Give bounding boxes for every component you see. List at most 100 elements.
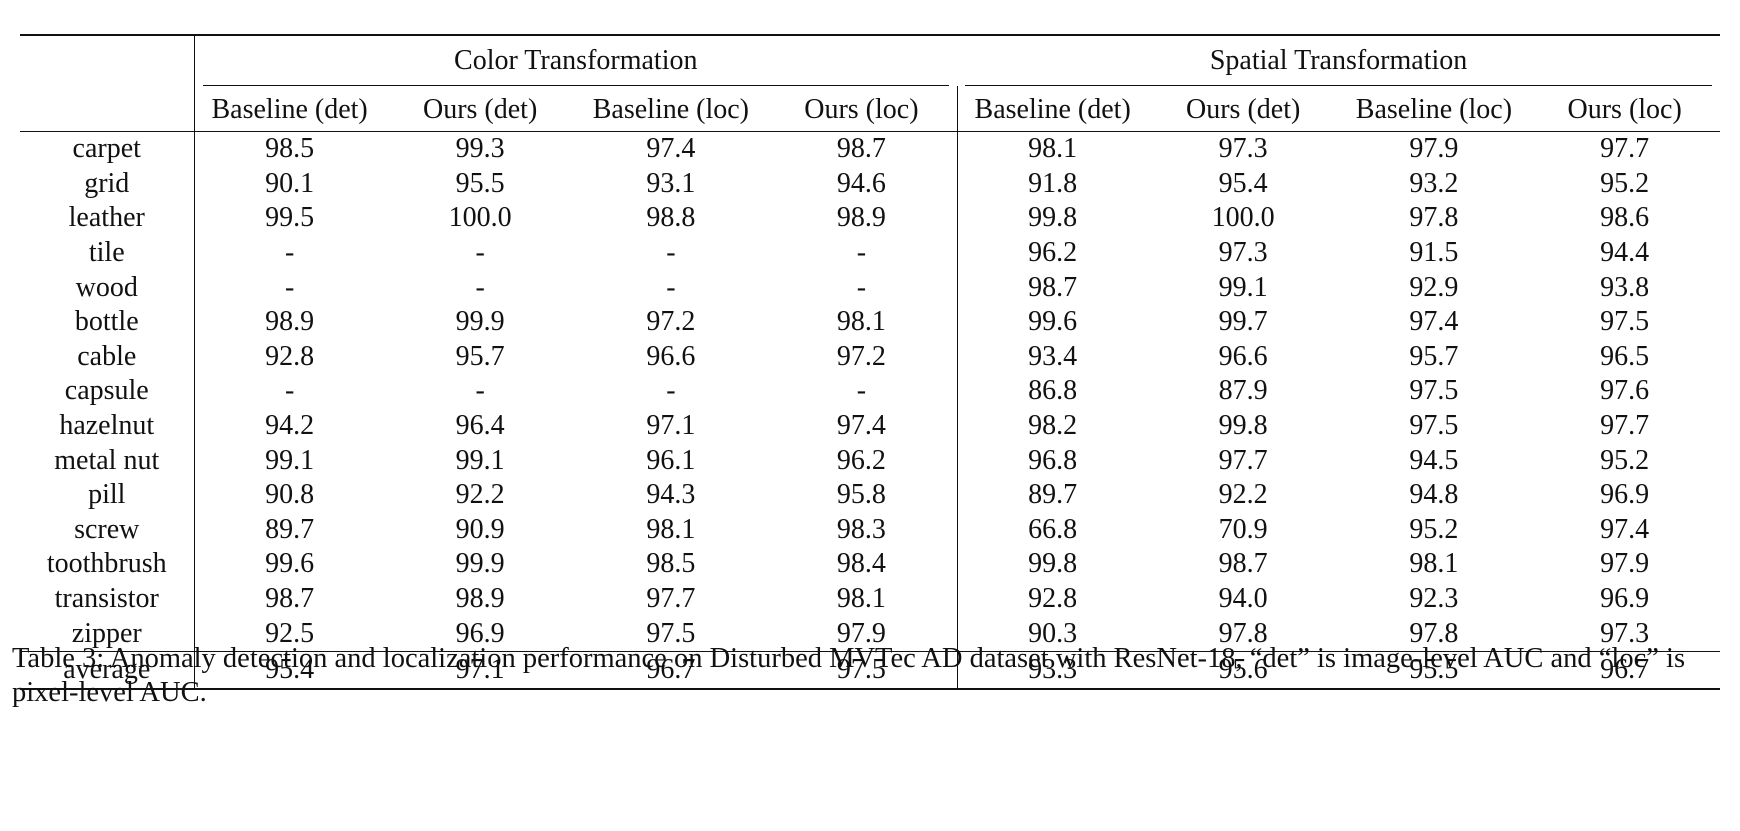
table-cell: 99.5	[193, 201, 385, 236]
table-row: metal nut 99.1 99.1 96.1 96.2 96.8 97.7 94.5 95.…	[20, 443, 1720, 478]
table-cell: 100.0	[448, 202, 512, 234]
table-body: carpet 98.5 99.3 97.4 98.7 98.1 97.3 97.9 97.7 gr…	[20, 130, 1721, 652]
row-label: screw	[74, 513, 140, 545]
table-cell: 91.8	[956, 166, 1148, 202]
table-row: cable 92.8 95.7 96.6 97.2 93.4 96.6 95.7 96.5	[20, 339, 1720, 375]
column-header: Ours (det)	[422, 93, 538, 125]
table-cell: 96.1	[646, 444, 696, 476]
table-cell: 94.5	[1409, 444, 1459, 476]
table-cell: 96.7	[1529, 650, 1721, 690]
table-footer: average 95.4 97.1 96.7 97.5 93.3 95.6 95…	[20, 650, 1721, 690]
table-cell: 97.2	[646, 306, 696, 338]
row-label: carpet	[20, 130, 194, 167]
table-row: hazelnut 94.2 96.4 97.1 97.4 98.2 99.8 97.5 97.7	[20, 408, 1720, 444]
table-cell: 97.9	[836, 617, 886, 649]
table-cell: 97.5	[1600, 306, 1650, 338]
row-label: average	[20, 650, 194, 690]
table-cell: 95.2	[1600, 167, 1650, 199]
table-cell: 100.0	[1211, 202, 1275, 234]
table-cell: 95.6	[1147, 650, 1339, 690]
table-cell: -	[666, 237, 676, 269]
table-cell: 99.7	[1218, 306, 1268, 338]
table-row: bottle 98.9 99.9 97.2 98.1 99.6 99.7 97.4 97.5	[20, 304, 1720, 340]
column-header: Ours (det)	[1186, 93, 1301, 125]
table-cell: 90.9	[455, 513, 505, 545]
corner-cell	[20, 34, 194, 86]
table-cell: 90.3	[956, 616, 1148, 652]
table-cell: 89.7	[193, 512, 385, 548]
table-cell: 92.8	[193, 339, 385, 375]
table-cell: 98.9	[193, 304, 385, 340]
average-row: average 95.4 97.1 96.7 97.5 93.3 95.6 95…	[20, 650, 1721, 690]
column-header: Baseline (det)	[193, 86, 385, 132]
table-row: capsule - - - - 86.8 87.9 97.5 97.6	[20, 374, 1720, 409]
table-cell: 94.2	[193, 408, 385, 444]
table-cell: 95.2	[1600, 444, 1650, 476]
table-cell: -	[193, 374, 385, 409]
table-header: Color Transformation Spatial Transformat…	[20, 34, 1721, 132]
table-cell: 92.5	[193, 616, 385, 652]
row-label: metal nut	[54, 444, 160, 476]
table-cell: -	[475, 375, 485, 407]
table-cell: 95.7	[1409, 340, 1459, 372]
table-cell: 97.4	[836, 410, 886, 442]
table-cell: 99.9	[455, 306, 505, 338]
group-header-spatial-label: Spatial Transformation	[1209, 45, 1468, 76]
table-cell: 95.4	[1218, 167, 1268, 199]
table-cell: -	[666, 271, 676, 303]
table-cell: 99.8	[1218, 410, 1268, 442]
column-header: Ours (loc)	[1567, 93, 1682, 125]
table-cell: -	[666, 375, 676, 407]
row-label: leather	[68, 202, 145, 234]
table-cell: 98.7	[1218, 548, 1268, 580]
table-row: pill 90.8 92.2 94.3 95.8 89.7 92.2 94.8 96.9	[20, 477, 1720, 513]
table-cell: 96.9	[455, 617, 505, 649]
group-header-row: Color Transformation Spatial Transformat…	[20, 34, 1721, 86]
table-cell: 98.5	[646, 548, 696, 580]
table-cell: 97.4	[575, 130, 767, 167]
table-cell: -	[475, 237, 485, 269]
table-cell: 89.7	[956, 477, 1148, 513]
table-cell: 97.9	[1600, 548, 1650, 580]
table-cell: -	[193, 270, 385, 305]
table-cell: 97.2	[836, 340, 886, 372]
table-cell: 97.3	[1147, 130, 1339, 167]
table-cell: 99.1	[455, 444, 505, 476]
table-cell: 99.9	[455, 548, 505, 580]
table-cell: 98.7	[193, 581, 385, 617]
table-cell: -	[856, 271, 867, 303]
row-label: capsule	[64, 375, 149, 407]
table-cell: 97.8	[1409, 202, 1459, 234]
table-cell: 98.3	[836, 513, 886, 545]
table-row: wood - - - - 98.7 99.1 92.9 93.8	[20, 270, 1720, 305]
table-cell: 99.6	[193, 547, 385, 582]
row-label: pill	[88, 479, 126, 511]
table-cell: 95.4	[193, 650, 385, 690]
column-header: Ours (loc)	[804, 93, 919, 125]
table-cell: 99.8	[956, 547, 1148, 582]
table-cell: 96.9	[1600, 479, 1650, 511]
table-cell: 98.1	[836, 583, 886, 615]
table-cell: 99.1	[193, 443, 385, 478]
table-cell: 93.2	[1409, 167, 1459, 199]
group-header-color: Color Transformation	[193, 34, 958, 86]
table-cell: 98.8	[646, 202, 696, 234]
table-cell: 94.6	[836, 167, 886, 199]
table-cell: 87.9	[1218, 375, 1268, 407]
table-cell: 98.7	[766, 130, 958, 167]
table-cell: 97.1	[646, 410, 696, 442]
table-cell: 92.2	[455, 479, 505, 511]
row-label: bottle	[74, 306, 139, 338]
group-header-spatial: Spatial Transformation	[957, 34, 1721, 86]
table-cell: 97.9	[1338, 130, 1530, 167]
table-cell: 97.8	[1218, 617, 1268, 649]
table-cell: 98.5	[193, 130, 385, 167]
table-cell: 94.0	[1218, 583, 1268, 615]
table-cell: 97.5	[1409, 375, 1459, 407]
table-row: leather 99.5 100.0 98.8 98.9 99.8 100.0 97.8 98.…	[20, 201, 1720, 236]
table-cell: 97.7	[1600, 410, 1650, 442]
table-cell: 98.6	[1600, 202, 1650, 234]
row-label: wood	[75, 271, 138, 303]
table-cell: 97.4	[1409, 306, 1459, 338]
table-cell: 92.3	[1409, 583, 1459, 615]
